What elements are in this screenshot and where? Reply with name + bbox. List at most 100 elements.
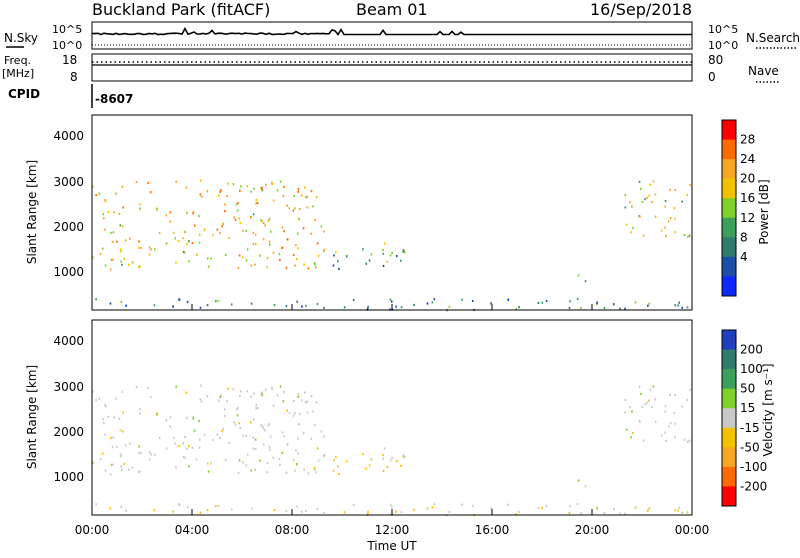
power-echo-point — [345, 255, 348, 258]
power-echo-point — [677, 304, 680, 307]
power-echo-point — [224, 209, 226, 213]
power-echo-point — [584, 280, 587, 283]
velocity-echo-point — [120, 505, 123, 509]
velocity-echo-point — [297, 423, 300, 426]
colorbar-segment — [722, 349, 736, 370]
power-echo-point — [236, 209, 239, 212]
velocity-echo-point — [688, 439, 691, 442]
power-echo-point — [262, 238, 265, 241]
velocity-echo-point — [203, 433, 206, 436]
power-echo-point — [279, 180, 282, 183]
colorbar-tick-label: 16 — [740, 191, 755, 205]
velocity-echo-point — [382, 453, 384, 457]
velocity-echo-point — [613, 508, 615, 511]
colorbar-segment — [722, 486, 736, 507]
power-echo-point — [206, 190, 209, 193]
power-echo-point — [206, 257, 209, 260]
power-echo-point — [223, 203, 226, 206]
power-echo-point — [140, 246, 142, 250]
velocity-echo-point — [689, 388, 691, 392]
power-echo-point — [315, 196, 318, 199]
power-echo-point — [304, 196, 307, 199]
power-echo-point — [314, 266, 317, 269]
velocity-echo-point — [110, 436, 112, 439]
power-echo-point — [268, 243, 271, 246]
velocity-echo-point — [295, 463, 298, 466]
velocity-echo-point — [198, 419, 200, 423]
power-echo-point — [135, 181, 138, 184]
velocity-echo-point — [261, 393, 264, 396]
power-echo-point — [169, 220, 171, 223]
power-echo-point — [292, 209, 295, 212]
power-echo-point — [674, 188, 677, 192]
velocity-echo-point — [266, 471, 269, 474]
power-echo-point — [183, 251, 186, 254]
frequency-panel: Freq. [MHz] 18 8 80 0 Nave — [2, 53, 780, 84]
velocity-echo-point — [178, 503, 180, 506]
power-echo-point — [647, 304, 649, 307]
power-echo-point — [297, 190, 299, 193]
velocity-echo-point — [674, 393, 677, 397]
power-echo-point — [288, 207, 291, 210]
power-echo-point — [230, 303, 233, 306]
power-echo-point — [92, 185, 94, 188]
power-echo-point — [219, 231, 221, 235]
velocity-echo-point — [307, 472, 310, 475]
velocity-echo-point — [268, 445, 271, 448]
power-echo-point — [352, 298, 355, 302]
power-echo-point — [182, 237, 185, 240]
power-echo-point — [245, 229, 247, 232]
power-echo-point — [118, 212, 121, 215]
velocity-echo-point — [255, 407, 257, 410]
power-echo-point — [271, 181, 273, 184]
power-echo-point — [399, 259, 402, 262]
power-echo-point — [433, 298, 436, 301]
colorbar-segment — [722, 447, 736, 468]
velocity-echo-point — [507, 503, 509, 506]
velocity-echo-point — [294, 469, 296, 472]
power-echo-point — [131, 261, 134, 264]
velocity-echo-point — [217, 399, 220, 402]
velocity-echo-point — [294, 412, 296, 415]
velocity-echo-point — [677, 509, 680, 512]
velocity-echo-point — [267, 424, 270, 427]
power-colorbar-label: Power [dB] — [757, 179, 771, 244]
velocity-echo-point — [314, 424, 316, 427]
power-echo-point — [242, 256, 244, 259]
velocity-echo-point — [186, 416, 188, 419]
power-echo-point — [664, 226, 666, 229]
velocity-echo-point — [638, 385, 641, 388]
velocity-echo-point — [395, 510, 397, 513]
velocity-echo-point — [221, 430, 223, 433]
velocity-echo-point — [246, 453, 249, 456]
velocity-echo-point — [252, 436, 255, 439]
power-echo-point — [664, 199, 667, 203]
power-echo-point — [261, 186, 263, 189]
velocity-echo-point — [283, 390, 285, 394]
power-echo-point — [121, 263, 123, 266]
velocity-echo-point — [395, 459, 398, 463]
power-echo-point — [619, 307, 621, 310]
colorbar-segment — [722, 466, 736, 487]
power-echo-point — [120, 300, 123, 304]
velocity-echo-point — [304, 391, 306, 394]
velocity-echo-point — [400, 511, 403, 514]
velocity-echo-point — [172, 510, 174, 513]
power-echo-point — [674, 217, 676, 220]
velocity-echo-point — [210, 462, 212, 465]
velocity-echo-point — [183, 456, 186, 459]
power-echo-point — [681, 200, 683, 203]
power-echo-point — [210, 257, 212, 260]
velocity-echo-point — [335, 456, 337, 459]
xtick-6: 00:00 — [675, 523, 710, 537]
velocity-echo-point — [281, 451, 284, 454]
velocity-echo-point — [233, 421, 235, 424]
power-echo-point — [107, 211, 110, 214]
power-ytick-1000: 1000 — [53, 265, 84, 279]
colorbar-segment — [722, 139, 736, 160]
velocity-echo-point — [236, 414, 239, 417]
power-echo-point — [184, 230, 186, 233]
colorbar-tick-label: 28 — [740, 133, 755, 147]
velocity-echo-point — [576, 502, 579, 506]
power-echo-point — [265, 183, 267, 186]
